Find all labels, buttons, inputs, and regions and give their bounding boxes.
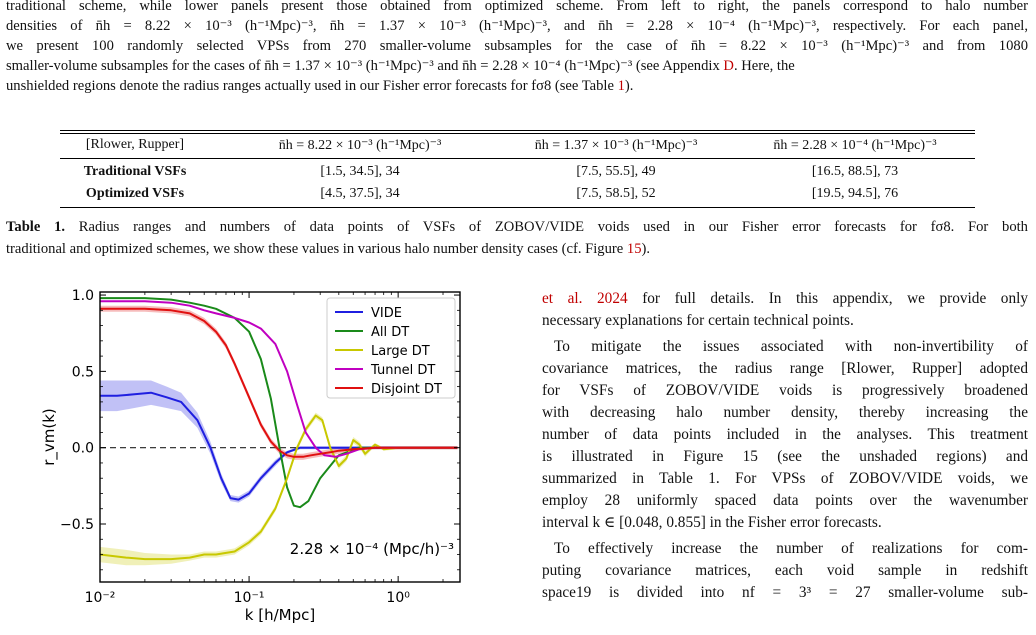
body-line: et al. 2024 for full details. In this ap… — [542, 288, 1028, 310]
figure-caption-line-5: unshielded regions denote the radius ran… — [6, 77, 1028, 95]
figure-link[interactable]: 15 — [626, 241, 642, 257]
table-cell: [16.5, 88.5], 73 — [811, 164, 899, 179]
body-line: is illustrated in Figure 15 (see the uns… — [542, 448, 1028, 465]
figure-caption-line-1: traditional scheme, while lower panels p… — [6, 0, 1028, 14]
table-header-density-1: n̄h = 8.22 × 10⁻³ (h⁻¹Mpc)⁻³ — [278, 138, 442, 153]
legend-label: All DT — [371, 325, 409, 340]
series-line-disjoint-dt — [100, 307, 458, 458]
body-line: for VSFs of ZOBOV/VIDE voids is progress… — [542, 382, 1028, 399]
body-line: number of data points included in the an… — [542, 426, 1028, 443]
table-header-density-2: n̄h = 1.37 × 10⁻³ (h⁻¹Mpc)⁻³ — [534, 138, 698, 153]
table-caption-line-1: Table 1. Radius ranges and numbers of da… — [6, 218, 1028, 236]
table-cell: [7.5, 58.5], 52 — [576, 186, 656, 201]
x-tick-label: 10⁻¹ — [234, 590, 265, 606]
table-bottom-rule — [60, 207, 975, 208]
x-tick-label: 10⁻² — [85, 590, 116, 606]
caption-text: unshielded regions denote the radius ran… — [6, 78, 614, 94]
legend-label: Tunnel DT — [370, 363, 435, 378]
table-header-density-3: n̄h = 2.28 × 10⁻⁴ (h⁻¹Mpc)⁻³ — [773, 138, 937, 153]
table-cell: [7.5, 55.5], 49 — [576, 164, 656, 179]
caption-text: smaller-volume subsamples for the cases … — [6, 58, 720, 74]
legend-label: Large DT — [371, 344, 430, 359]
table-link[interactable]: 1 — [617, 78, 625, 94]
citation-link[interactable]: et al. 2024 — [542, 290, 628, 307]
table-caption-text: traditional and optimized schemes, we sh… — [6, 241, 624, 257]
table-cell: [1.5, 34.5], 34 — [320, 164, 400, 179]
x-axis-label: k [h/Mpc] — [245, 606, 315, 624]
correlation-chart: 1.0 0.5 0.0 −0.5 10⁻² 10⁻¹ 10⁰ k [h/Mpc] r_vm(k)… — [40, 288, 461, 624]
caption-tail: . Here, the — [733, 58, 795, 74]
body-line: To mitigate the issues associated with n… — [554, 338, 1028, 355]
y-tick-label: 0.5 — [72, 364, 94, 380]
figure-caption-line-2: densities of n̄h = 8.22 × 10⁻³ (h⁻¹Mpc)⁻… — [6, 18, 1028, 34]
table-top-rule — [60, 130, 975, 131]
x-tick-label: 10⁰ — [386, 590, 410, 606]
y-tick-label: −0.5 — [60, 517, 94, 533]
body-line: To effectively increase the number of re… — [554, 540, 1028, 557]
legend-box — [326, 297, 456, 399]
body-line: covariance matrices, the radius range [R… — [542, 360, 1028, 377]
figure-caption-line-3: we present 100 randomly selected VPSs fr… — [6, 38, 1028, 54]
body-line: with decreasing halo number density, the… — [542, 404, 1028, 421]
body-line: employ 28 uniformly spaced data points o… — [542, 492, 1028, 509]
series-line-large-dt — [99, 414, 458, 561]
body-line: puting covariance matrices, each void sa… — [542, 562, 1028, 579]
caption-tail: ). — [624, 78, 634, 94]
legend-label: Disjoint DT — [371, 382, 442, 397]
legend-label: VIDE — [371, 306, 402, 321]
table-caption-label: Table 1. — [6, 219, 66, 235]
table-top-rule-2 — [60, 133, 975, 134]
table-caption-line-2: traditional and optimized schemes, we sh… — [6, 240, 1028, 258]
table-mid-rule — [60, 158, 975, 159]
body-text: for full details. In this appendix, we p… — [642, 290, 1028, 307]
body-line: necessary explanations for certain techn… — [542, 312, 854, 329]
body-line: summarized in Table 1. For VPSs of ZOBOV… — [542, 470, 1028, 487]
table-row-label: Optimized VSFs — [85, 186, 185, 201]
right-column: et al. 2024 for full details. In this ap… — [542, 288, 1028, 634]
body-line: space19 is divided into nf = 3³ = 27 sma… — [542, 584, 1028, 601]
appendix-link[interactable]: D — [723, 58, 734, 74]
table-header-range: [Rlower, Rupper] — [85, 137, 185, 152]
table-cell: [19.5, 94.5], 76 — [811, 186, 899, 201]
body-line: interval k ∈ [0.048, 0.855] in the Fishe… — [542, 514, 882, 531]
figure-caption-line-4: smaller-volume subsamples for the cases … — [6, 57, 1028, 75]
caption-tail: ). — [641, 241, 650, 257]
y-tick-label: 0.0 — [72, 441, 94, 457]
table-row-label: Traditional VSFs — [83, 164, 187, 179]
plot-frame — [99, 291, 461, 583]
density-annotation: 2.28 × 10⁻⁴ (Mpc/h)⁻³ — [290, 540, 454, 558]
y-axis-label: r_vm(k) — [40, 408, 59, 466]
y-tick-label: 1.0 — [72, 288, 94, 304]
table-caption-text: Radius ranges and numbers of data points… — [78, 219, 1028, 235]
table-cell: [4.5, 37.5], 34 — [320, 186, 400, 201]
